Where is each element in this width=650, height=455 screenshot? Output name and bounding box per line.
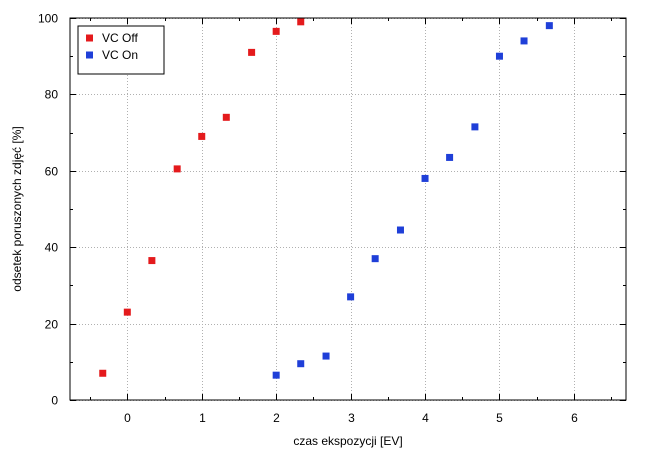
data-point-vc-on [545,22,553,30]
data-point-vc-off [272,27,280,35]
x-tick-label: 6 [571,411,578,425]
data-point-vc-on [471,123,479,131]
x-tick-label: 2 [273,411,280,425]
x-tick-label: 4 [422,411,429,425]
x-tick-label: 5 [496,411,503,425]
data-point-vc-on [495,52,503,60]
legend: VC Off VC On [77,25,165,75]
legend-label-vc-off: VC Off [102,31,138,45]
y-tick-label: 0 [51,394,58,408]
data-point-vc-on [396,226,404,234]
data-point-vc-on [520,37,528,45]
x-axis-label: czas ekspozycji [EV] [293,434,402,448]
data-point-vc-on [272,371,280,379]
data-point-vc-on [322,352,330,360]
plot-frame [69,17,627,401]
y-tick-label: 60 [45,165,59,179]
data-point-vc-off [123,308,131,316]
data-point-vc-on [421,174,429,182]
x-tick-label: 1 [199,411,206,425]
data-point-vc-on [347,293,355,301]
data-point-vc-off [99,369,107,377]
y-tick-label: 20 [45,318,59,332]
data-points [99,18,553,379]
y-tick-label: 40 [45,241,59,255]
data-point-vc-on [297,360,305,368]
grid [70,18,626,401]
y-tick-label: 100 [38,12,58,26]
data-point-vc-off [297,18,305,26]
y-tick-label: 80 [45,88,59,102]
y-axis-label: odsetek poruszonych zdjęć [%] [10,126,24,291]
legend-box [77,25,165,75]
x-tick-label: 0 [124,411,131,425]
data-point-vc-off [173,165,181,173]
data-point-vc-off [148,257,156,265]
data-point-vc-off [222,113,230,121]
data-point-vc-on [446,153,454,161]
legend-marker-vc-off [86,34,93,42]
legend-label-vc-on: VC On [102,48,138,62]
legend-marker-vc-on [86,51,93,59]
x-tick-label: 3 [348,411,355,425]
axis-ticks [70,18,626,401]
data-point-vc-off [248,48,256,56]
data-point-vc-on [371,255,379,263]
data-point-vc-off [198,132,206,140]
